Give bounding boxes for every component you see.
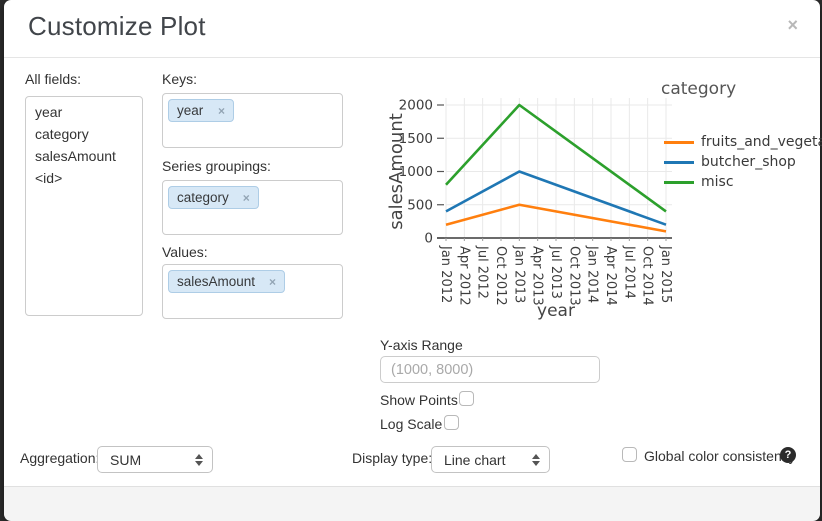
chart-series-line (445, 103, 667, 213)
x-axis-title: year (537, 301, 575, 321)
tag-label: year (177, 103, 204, 118)
log-scale-label: Log Scale (380, 416, 443, 432)
legend-entry: butcher_shop (655, 152, 822, 172)
close-icon[interactable]: × (787, 15, 798, 35)
tag-label: category (177, 190, 229, 205)
chart-legend: category fruits_and_vegetables butcher_s… (655, 79, 822, 192)
keys-label: Keys: (162, 71, 198, 87)
preview-chart-svg: 0 500 1000 1500 2000 Jan 2012 Apr 2012 Jul 2012… (386, 98, 673, 322)
y-tick-label: 0 (424, 231, 433, 247)
legend-line-swatch (664, 140, 694, 144)
values-tag-salesamount[interactable]: salesAmount × (168, 270, 286, 293)
x-tick-label: Oct 2014 (640, 246, 655, 306)
legend-label: butcher_shop (701, 154, 796, 170)
global-color-consistency-checkbox[interactable] (622, 447, 637, 462)
log-scale-checkbox[interactable] (444, 415, 459, 430)
y-tick-label: 1500 (399, 131, 433, 147)
chart-series-line (445, 170, 667, 226)
legend-label: fruits_and_vegetables (701, 134, 822, 150)
x-tick-label: Apr 2012 (456, 246, 471, 306)
customize-plot-dialog: Customize Plot × All fields: year catego… (4, 0, 822, 521)
field-item-salesamount[interactable]: salesAmount (35, 148, 116, 164)
tag-label: salesAmount (177, 274, 256, 289)
legend-entries: fruits_and_vegetables butcher_shop misc (655, 132, 822, 192)
field-item-year[interactable]: year (35, 104, 63, 120)
display-type-select[interactable]: Line chart (431, 446, 550, 473)
field-item-category[interactable]: category (35, 126, 89, 142)
all-fields-listbox[interactable]: year category salesAmount <id> (25, 96, 143, 316)
legend-entry: misc (655, 172, 822, 192)
select-stepper-icon (532, 453, 540, 466)
legend-label: misc (701, 174, 734, 190)
values-dropzone[interactable]: salesAmount × (162, 264, 343, 319)
series-tag-category[interactable]: category × (168, 186, 259, 209)
x-tick-label: Apr 2013 (530, 246, 545, 306)
display-type-label: Display type: (352, 450, 433, 466)
x-tick-label: Jan 2012 (438, 245, 453, 303)
y-axis-range-input[interactable] (380, 356, 600, 383)
x-tick-label: Jul 2014 (621, 245, 636, 299)
display-type-value: Line chart (444, 452, 506, 468)
dialog-header: Customize Plot × (4, 0, 820, 58)
legend-title: category (661, 79, 737, 99)
x-tick-label: Jul 2012 (475, 245, 490, 299)
global-color-consistency-label: Global color consistency (644, 448, 796, 464)
tag-remove-icon[interactable]: × (269, 274, 277, 289)
x-tick-label: Oct 2013 (566, 246, 581, 306)
aggregation-select[interactable]: SUM (97, 446, 213, 473)
all-fields-label: All fields: (25, 71, 82, 87)
x-tick-label: Jan 2014 (585, 245, 600, 303)
y-axis-title: salesAmount (386, 113, 407, 230)
x-tick-label: Jan 2015 (658, 245, 673, 303)
y-tick-label: 500 (407, 197, 433, 213)
x-tick-label: Oct 2012 (493, 246, 508, 306)
aggregation-label: Aggregation: (20, 450, 100, 466)
y-tick-label: 2000 (399, 98, 433, 114)
tag-remove-icon[interactable]: × (242, 190, 250, 205)
keys-tag-year[interactable]: year × (168, 99, 234, 122)
legend-line-swatch (664, 180, 694, 184)
dialog-title: Customize Plot (28, 11, 206, 41)
dialog-footer (4, 486, 820, 521)
x-tick-label: Jan 2013 (511, 245, 526, 303)
series-groupings-dropzone[interactable]: category × (162, 180, 343, 235)
legend-line-swatch (664, 160, 694, 164)
y-axis-range-label: Y-axis Range (380, 337, 463, 353)
keys-dropzone[interactable]: year × (162, 93, 343, 148)
select-stepper-icon (195, 453, 203, 466)
series-groupings-label: Series groupings: (162, 158, 271, 174)
help-icon[interactable]: ? (780, 447, 796, 463)
aggregation-value: SUM (110, 452, 142, 468)
x-tick-label: Apr 2014 (603, 246, 618, 306)
values-label: Values: (162, 244, 208, 260)
x-tick-label: Jul 2013 (548, 245, 563, 299)
field-item-id[interactable]: <id> (35, 170, 63, 186)
show-points-label: Show Points (380, 392, 458, 408)
chart-series-line (445, 203, 667, 233)
y-tick-label: 1000 (399, 164, 433, 180)
tag-remove-icon[interactable]: × (217, 103, 225, 118)
legend-entry: fruits_and_vegetables (655, 132, 822, 152)
show-points-checkbox[interactable] (459, 391, 474, 406)
